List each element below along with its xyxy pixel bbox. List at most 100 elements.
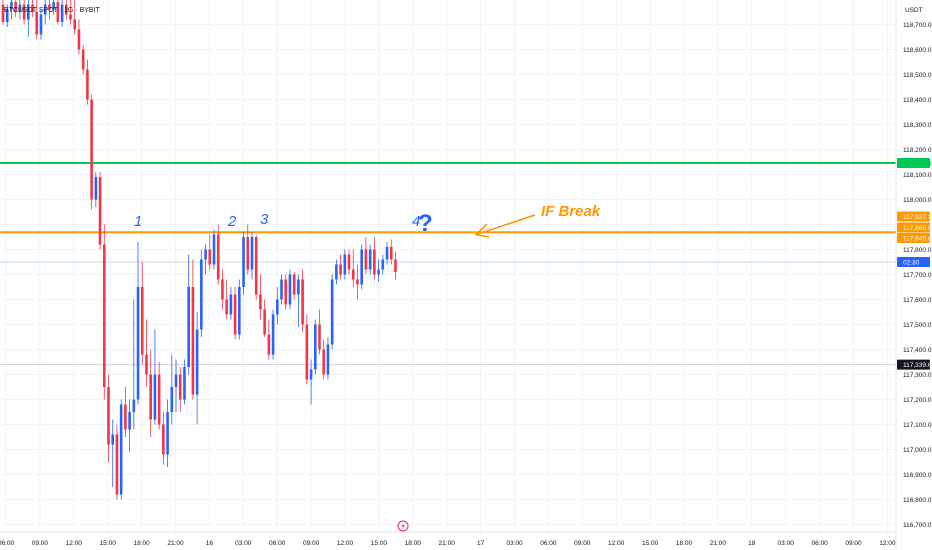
wave-label-4[interactable]: 4	[412, 213, 420, 230]
candle-body	[81, 49, 85, 70]
candle-body	[43, 4, 47, 15]
candle-body	[335, 264, 338, 280]
candle-body	[162, 424, 165, 455]
break-arrow[interactable]	[474, 214, 536, 238]
candle	[94, 172, 98, 207]
price-tick-label: 117,500.0	[903, 322, 932, 329]
candle	[90, 94, 93, 210]
time-tick-label: 06:00	[269, 540, 286, 547]
time-tick-label: 15:00	[100, 540, 117, 547]
candle	[263, 299, 266, 337]
time-tick-label: 09:00	[32, 540, 49, 547]
candle-body	[90, 99, 93, 200]
candle	[174, 359, 178, 412]
candle-body	[10, 2, 13, 10]
candle-body	[356, 279, 359, 285]
candle	[145, 319, 148, 387]
candle	[297, 274, 300, 327]
wave-label-2[interactable]: 2	[227, 213, 237, 230]
candle	[284, 274, 288, 310]
candle	[322, 339, 326, 380]
time-tick-label: 09:00	[303, 540, 320, 547]
candle	[178, 367, 182, 412]
candle	[39, 9, 43, 40]
candle	[233, 287, 237, 340]
break-annotation[interactable]: IF Break	[541, 203, 601, 220]
candle-body	[263, 309, 266, 335]
candle-body	[212, 234, 216, 265]
candle	[132, 299, 136, 430]
price-tick-label: 116,700.0	[903, 522, 932, 529]
wave-label-3[interactable]: 3	[260, 211, 269, 228]
candle	[389, 239, 393, 265]
price-tick-label: 117,100.0	[903, 422, 932, 429]
candle	[360, 244, 363, 290]
lightning-icon[interactable]	[397, 520, 409, 532]
candle	[162, 412, 165, 465]
price-tick-label: 117,800.0	[903, 247, 932, 254]
candle-body	[284, 279, 288, 305]
time-tick-label: 12:00	[66, 540, 83, 547]
candle-body	[128, 412, 131, 430]
price-tag-bg	[897, 359, 930, 370]
price-tag: 117,868.9	[903, 225, 932, 232]
candle	[65, 0, 68, 20]
time-tick-label: 03:00	[235, 540, 252, 547]
price-tag-bg	[897, 211, 930, 222]
candle	[246, 224, 250, 275]
price-tick-label: 118,700.0	[903, 22, 932, 29]
candle	[351, 249, 355, 287]
candle	[27, 0, 30, 37]
candle	[238, 279, 241, 340]
candle	[1, 0, 5, 25]
candles	[1, 0, 397, 500]
candle-body	[69, 14, 72, 20]
candle	[69, 0, 72, 25]
candle-body	[238, 287, 241, 335]
price-tags: 118,145.8 117,868.9 117,937.1 117,849.8 02:3…	[897, 158, 932, 370]
candle-body	[115, 434, 119, 495]
candle-body	[18, 4, 22, 12]
time-tick-label: 15:00	[642, 540, 659, 547]
currency-label: USDT	[905, 7, 923, 14]
price-tag: 02:30	[903, 260, 920, 267]
candle-body	[242, 237, 245, 287]
candle-body	[271, 314, 275, 355]
candle	[52, 0, 55, 15]
candle	[10, 0, 13, 20]
candle	[309, 359, 313, 405]
candle	[48, 0, 51, 20]
candle	[124, 387, 127, 437]
wave-label-1[interactable]: 1	[134, 213, 142, 230]
candle	[364, 237, 368, 275]
grid-lines	[0, 0, 896, 532]
candle-body	[292, 274, 296, 295]
question-mark[interactable]: ?	[418, 210, 433, 237]
candle	[31, 0, 34, 17]
candle-body	[5, 9, 9, 22]
candle	[191, 259, 195, 400]
price-axis[interactable]: 118,700.0 118,600.0 118,500.0 118,400.0 118,…	[903, 22, 932, 529]
candle-body	[208, 249, 212, 265]
price-tick-label: 116,800.0	[903, 497, 932, 504]
candle	[77, 19, 81, 55]
candle-body	[347, 254, 351, 270]
candle	[343, 249, 347, 280]
candle	[35, 0, 39, 40]
candle	[107, 374, 110, 462]
time-axis[interactable]: 06:00 09:00 12:00 15:00 18:00 21:00 16 03:00 06:…	[0, 540, 896, 547]
candle	[276, 287, 279, 325]
candle-body	[145, 354, 148, 375]
candle	[368, 244, 372, 275]
candle-body	[111, 434, 115, 445]
candle-body	[394, 259, 397, 272]
chart-title: BTCUSDT SPOT · 1G · BYBIT	[4, 7, 101, 14]
time-tick-label: 03:00	[778, 540, 795, 547]
time-tick-label: 21:00	[710, 540, 727, 547]
candle-body	[326, 344, 330, 375]
candle	[326, 337, 330, 380]
candle-body	[39, 14, 43, 35]
horizontal-lines[interactable]	[0, 162, 896, 366]
candle	[225, 279, 228, 320]
